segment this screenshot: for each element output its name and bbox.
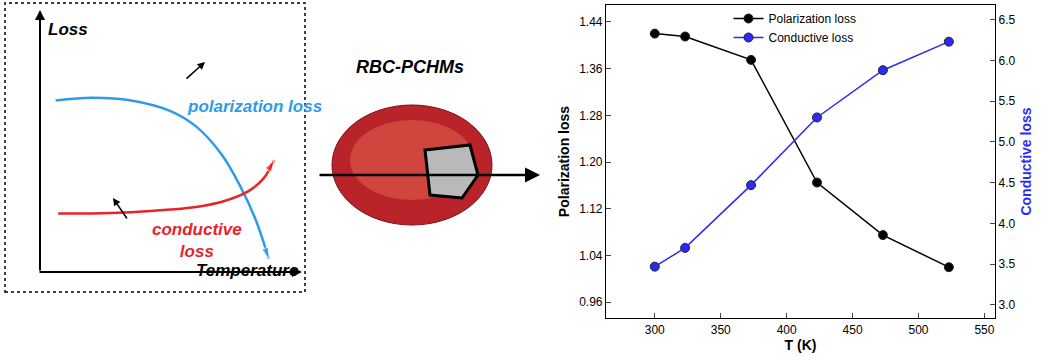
svg-text:4.0: 4.0	[999, 217, 1016, 231]
svg-text:6.5: 6.5	[999, 13, 1016, 27]
svg-text:conductiveloss: conductiveloss	[152, 220, 242, 261]
svg-text:5.0: 5.0	[999, 135, 1016, 149]
svg-text:3.5: 3.5	[999, 257, 1016, 271]
svg-text:polarization loss: polarization loss	[187, 97, 322, 116]
svg-text:5.5: 5.5	[999, 94, 1016, 108]
svg-text:T (K): T (K)	[785, 337, 817, 353]
svg-text:1.44: 1.44	[579, 15, 603, 29]
svg-text:Loss: Loss	[48, 20, 88, 39]
svg-text:1.36: 1.36	[579, 62, 603, 76]
svg-text:300: 300	[645, 323, 665, 337]
svg-text:1.04: 1.04	[579, 249, 603, 263]
svg-text:6.0: 6.0	[999, 54, 1016, 68]
svg-text:1.20: 1.20	[579, 155, 603, 169]
svg-text:Polarization loss: Polarization loss	[556, 106, 572, 217]
svg-text:1.12: 1.12	[579, 202, 603, 216]
svg-text:4.5: 4.5	[999, 176, 1016, 190]
svg-text:400: 400	[777, 323, 797, 337]
svg-text:Polarization loss: Polarization loss	[769, 12, 856, 26]
svg-text:Conductive loss: Conductive loss	[769, 31, 854, 45]
svg-text:RBC-PCHMs: RBC-PCHMs	[356, 57, 464, 77]
svg-text:3.0: 3.0	[999, 298, 1016, 312]
svg-text:500: 500	[909, 323, 929, 337]
svg-text:350: 350	[711, 323, 731, 337]
svg-text:0.96: 0.96	[579, 295, 603, 309]
svg-text:1.28: 1.28	[579, 109, 603, 123]
svg-text:450: 450	[843, 323, 863, 337]
svg-text:Temperature: Temperature	[196, 261, 298, 280]
svg-text:550: 550	[974, 323, 994, 337]
svg-text:Conductive loss: Conductive loss	[1018, 107, 1034, 215]
